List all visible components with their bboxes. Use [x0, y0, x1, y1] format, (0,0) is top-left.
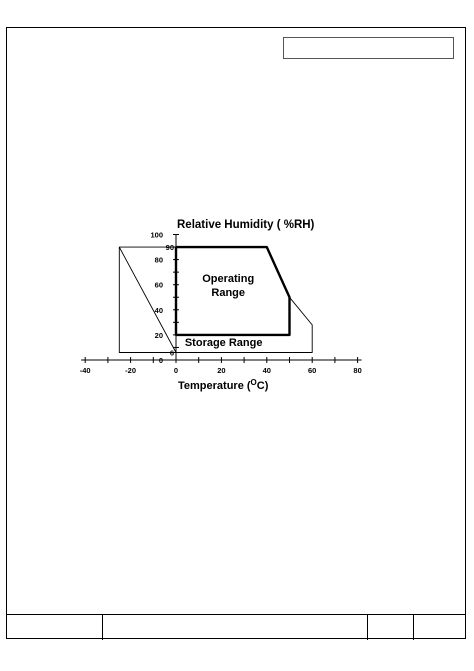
- y-tick-label: 0: [159, 356, 163, 365]
- x-tick-label: 60: [308, 366, 316, 375]
- footer-cell-2: [102, 615, 103, 640]
- y-tick-label: 100: [150, 231, 163, 240]
- x-tick-label: 80: [353, 366, 361, 375]
- y-tick-label: 40: [155, 306, 163, 315]
- footer-cell-3: [367, 615, 368, 640]
- footer-cell-4: [413, 615, 414, 640]
- footer-row: [6, 614, 466, 640]
- x-tick-label: -40: [80, 366, 91, 375]
- x-axis-label: Temperature (OC): [178, 378, 269, 392]
- page-border: [6, 27, 466, 639]
- y-tick-label: 60: [155, 281, 163, 290]
- region-label: Range: [211, 287, 245, 299]
- region-label: Storage Range: [185, 337, 263, 349]
- y-extra-label: 6: [170, 348, 174, 357]
- annotation-layer: Operating Range Storage Range: [185, 273, 263, 349]
- x-tick-label: 40: [263, 366, 271, 375]
- x-tick-label: 20: [217, 366, 225, 375]
- y-tick-label: 20: [155, 331, 163, 340]
- y-tick-label: 80: [155, 256, 163, 265]
- x-tick-label: 0: [174, 366, 178, 375]
- storage-range-outline: [118, 246, 313, 353]
- series-layer: [118, 245, 313, 353]
- region-label: Operating: [202, 273, 254, 285]
- chart-title: Relative Humidity ( %RH): [177, 219, 315, 231]
- x-axis-label-suffix: C): [257, 380, 269, 392]
- x-tick-label: -20: [125, 366, 136, 375]
- x-axis-label-main: Temperature (: [178, 380, 251, 392]
- x-axis-label-sup: O: [251, 378, 257, 387]
- header-box: [283, 37, 454, 59]
